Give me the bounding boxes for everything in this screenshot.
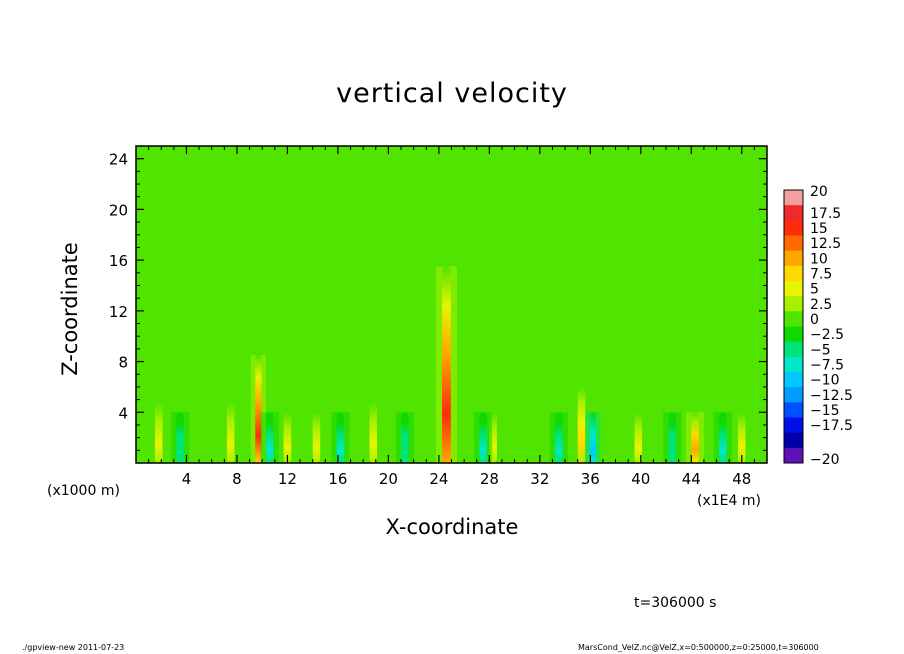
colorbar-label: 15 [810, 221, 828, 237]
colorbar: 20 17.51512.5107.552.50−2.5−5−7.5−10−12.5… [783, 184, 853, 468]
streak [226, 386, 235, 463]
streak [336, 412, 345, 463]
colorbar-label: 17.5 [810, 206, 841, 222]
chart-title: vertical velocity [336, 78, 568, 109]
colorbar-label: −10 [810, 373, 840, 389]
streak [154, 386, 163, 463]
streak [634, 399, 643, 463]
streak [312, 399, 321, 463]
colorbar-label: −2.5 [810, 327, 844, 343]
y-axis: 4 8 12 16 20 24 [109, 151, 767, 451]
x-tick-label: 32 [530, 470, 549, 488]
colorbar-label: −12.5 [810, 388, 853, 404]
colorbar-label: −5 [810, 342, 831, 358]
colorbar-segment [784, 417, 803, 434]
colorbar-segment [784, 281, 803, 297]
streak [442, 266, 451, 463]
y-axis-multiplier: (x1000 m) [47, 483, 120, 499]
streak [737, 399, 746, 463]
colorbar-segment [784, 356, 803, 373]
x-tick-label: 40 [631, 470, 650, 488]
colorbar-segment [784, 311, 803, 327]
colorbar-segment [784, 220, 803, 236]
colorbar-segment [784, 190, 803, 206]
colorbar-segment [784, 341, 803, 358]
streak [479, 412, 487, 463]
x-axis-label: X-coordinate [385, 515, 519, 539]
x-tick-label: 8 [232, 470, 242, 488]
streak [691, 412, 699, 463]
colorbar-frame [783, 189, 804, 464]
colorbar-segment [784, 372, 803, 388]
x-tick-label: 24 [429, 470, 448, 488]
streak [369, 386, 378, 463]
x-tick-label: 28 [480, 470, 499, 488]
x-tick-label: 44 [682, 470, 701, 488]
y-tick-label: 12 [109, 303, 128, 321]
colorbar-label: 12.5 [810, 236, 841, 252]
colorbar-label: −20 [810, 452, 840, 468]
colorbar-label: 7.5 [810, 266, 832, 282]
plot-area [135, 145, 768, 464]
footer-program-info: ./gpview-new 2011-07-23 [22, 643, 125, 652]
x-tick-label: 48 [732, 470, 751, 488]
colorbar-label: 2.5 [810, 297, 832, 313]
colorbar-segment [784, 265, 803, 282]
streak [554, 412, 563, 463]
colorbar-segment [784, 402, 803, 418]
colorbar-label: 5 [810, 282, 819, 298]
streak [577, 386, 586, 463]
x-tick-label: 36 [581, 470, 600, 488]
streak [719, 412, 727, 463]
streak [283, 399, 292, 463]
colorbar-segment [784, 447, 803, 464]
y-tick-label: 4 [118, 404, 128, 422]
colorbar-segment [784, 250, 803, 267]
colorbar-segment [784, 387, 803, 403]
colorbar-label: 10 [810, 251, 828, 267]
colorbar-segment [784, 296, 803, 312]
x-tick-label: 4 [182, 470, 192, 488]
colorbar-label: −15 [810, 403, 840, 419]
y-tick-label: 24 [109, 151, 128, 169]
y-tick-label: 20 [109, 201, 128, 219]
colorbar-segment [784, 205, 803, 221]
colorbar-segment [784, 235, 803, 252]
colorbar-label: −17.5 [810, 418, 853, 434]
x-tick-label: 12 [278, 470, 297, 488]
streak [265, 412, 274, 463]
colorbar-label: 20 [810, 184, 828, 200]
colorbar-segment [784, 432, 803, 449]
streak [589, 412, 596, 463]
time-stamp: t=306000 s [634, 595, 717, 611]
x-axis: 4 8 12 16 20 24 28 32 36 40 44 48 [148, 146, 755, 488]
streak [401, 412, 409, 463]
colorbar-segment [784, 326, 803, 343]
x-tick-label: 16 [328, 470, 347, 488]
streak [668, 412, 677, 463]
colorbar-label: 0 [810, 312, 819, 328]
footer-data-source: MarsCond_VelZ.nc@VelZ,x=0:500000,z=0:250… [578, 643, 819, 652]
colorbar-label: −7.5 [810, 357, 844, 373]
x-axis-multiplier: (x1E4 m) [697, 493, 761, 509]
x-tick-label: 20 [379, 470, 398, 488]
y-tick-label: 16 [109, 252, 128, 270]
streak [176, 412, 184, 463]
y-tick-label: 8 [118, 354, 128, 372]
streak [255, 355, 262, 463]
